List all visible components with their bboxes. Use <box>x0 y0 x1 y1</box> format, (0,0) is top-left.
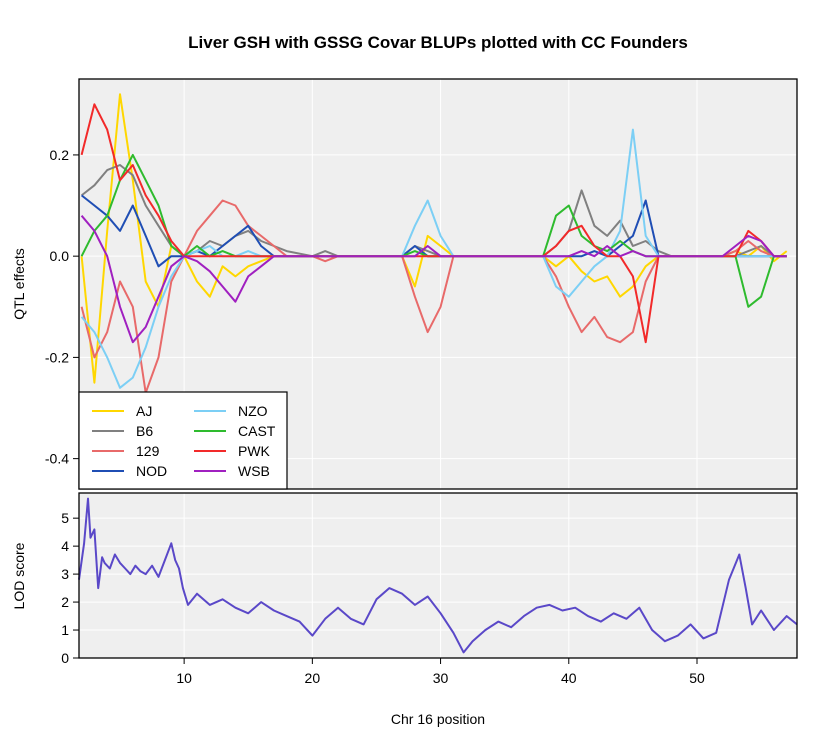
bottom-ytick-label-0: 0 <box>61 650 69 666</box>
xtick-label-1: 20 <box>305 670 321 686</box>
chart-title: Liver GSH with GSSG Covar BLUPs plotted … <box>188 33 688 52</box>
legend-label-nzo: NZO <box>238 403 268 419</box>
top-ylabel: QTL effects <box>11 248 27 320</box>
xtick-label-3: 40 <box>561 670 577 686</box>
bottom-panel: 0 1 2 3 4 5 10 20 30 40 50 LOD score Chr 16 posit… <box>11 492 798 727</box>
bottom-lines <box>78 497 798 654</box>
legend-box <box>78 391 288 490</box>
top-panel: 0.2 0.0 -0.2 -0.4 QTL effects AJ B6 129 NOD NZO… <box>11 78 798 490</box>
top-ytick-label-1: 0.0 <box>50 248 70 264</box>
series-line-wsb <box>80 215 787 344</box>
bottom-ytick-label-4: 4 <box>61 538 69 554</box>
top-ytick-label-3: -0.4 <box>45 451 69 467</box>
legend-label-cast: CAST <box>238 423 276 439</box>
bottom-ytick-label-5: 5 <box>61 510 69 526</box>
legend-label-pwk: PWK <box>238 443 271 459</box>
top-lines <box>80 93 788 394</box>
bottom-ytick-label-3: 3 <box>61 566 69 582</box>
bottom-yticks: 0 1 2 3 4 5 <box>61 510 79 666</box>
top-ytick-label-0: 0.2 <box>50 147 70 163</box>
legend-label-aj: AJ <box>136 403 152 419</box>
top-plot-border <box>78 78 798 490</box>
legend-label-b6: B6 <box>136 423 153 439</box>
xtick-label-2: 30 <box>433 670 449 686</box>
legend-label-129: 129 <box>136 443 160 459</box>
legend: AJ B6 129 NOD NZO CAST PWK WSB <box>78 391 288 490</box>
bottom-ylabel: LOD score <box>11 542 27 609</box>
bottom-ytick-label-1: 1 <box>61 622 69 638</box>
lod-line <box>78 497 798 654</box>
xtick-label-0: 10 <box>176 670 192 686</box>
bottom-xticks: 10 20 30 40 50 <box>176 658 705 686</box>
legend-label-wsb: WSB <box>238 463 270 479</box>
xtick-label-4: 50 <box>689 670 705 686</box>
top-ytick-label-2: -0.2 <box>45 349 69 365</box>
bottom-plot-border <box>78 492 798 659</box>
x-axis-label: Chr 16 position <box>391 711 485 727</box>
legend-label-nod: NOD <box>136 463 167 479</box>
top-yticks: 0.2 0.0 -0.2 -0.4 <box>45 147 79 467</box>
bottom-ytick-label-2: 2 <box>61 594 69 610</box>
